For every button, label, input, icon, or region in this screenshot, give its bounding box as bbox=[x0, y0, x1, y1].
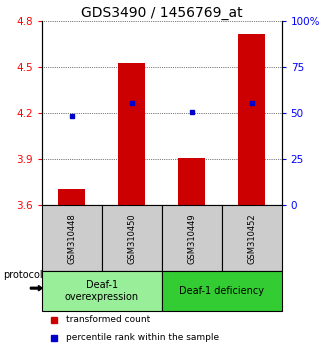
Bar bbox=[42, 271, 162, 311]
Text: percentile rank within the sample: percentile rank within the sample bbox=[66, 333, 219, 342]
Bar bbox=[162, 271, 282, 311]
Text: GSM310449: GSM310449 bbox=[187, 213, 196, 264]
Bar bbox=[222, 205, 282, 271]
Text: Deaf-1 deficiency: Deaf-1 deficiency bbox=[179, 286, 264, 296]
Title: GDS3490 / 1456769_at: GDS3490 / 1456769_at bbox=[81, 6, 243, 20]
Bar bbox=[178, 158, 205, 205]
Bar bbox=[238, 34, 265, 205]
Bar bbox=[58, 189, 85, 205]
Bar bbox=[118, 63, 145, 205]
Bar bbox=[162, 205, 222, 271]
Text: GSM310452: GSM310452 bbox=[247, 213, 256, 264]
Bar bbox=[102, 205, 162, 271]
Text: protocol: protocol bbox=[3, 270, 43, 280]
Text: Deaf-1
overexpression: Deaf-1 overexpression bbox=[65, 280, 139, 302]
Bar bbox=[42, 205, 102, 271]
Text: GSM310450: GSM310450 bbox=[127, 213, 136, 264]
Text: GSM310448: GSM310448 bbox=[67, 213, 76, 264]
Text: transformed count: transformed count bbox=[66, 315, 150, 324]
